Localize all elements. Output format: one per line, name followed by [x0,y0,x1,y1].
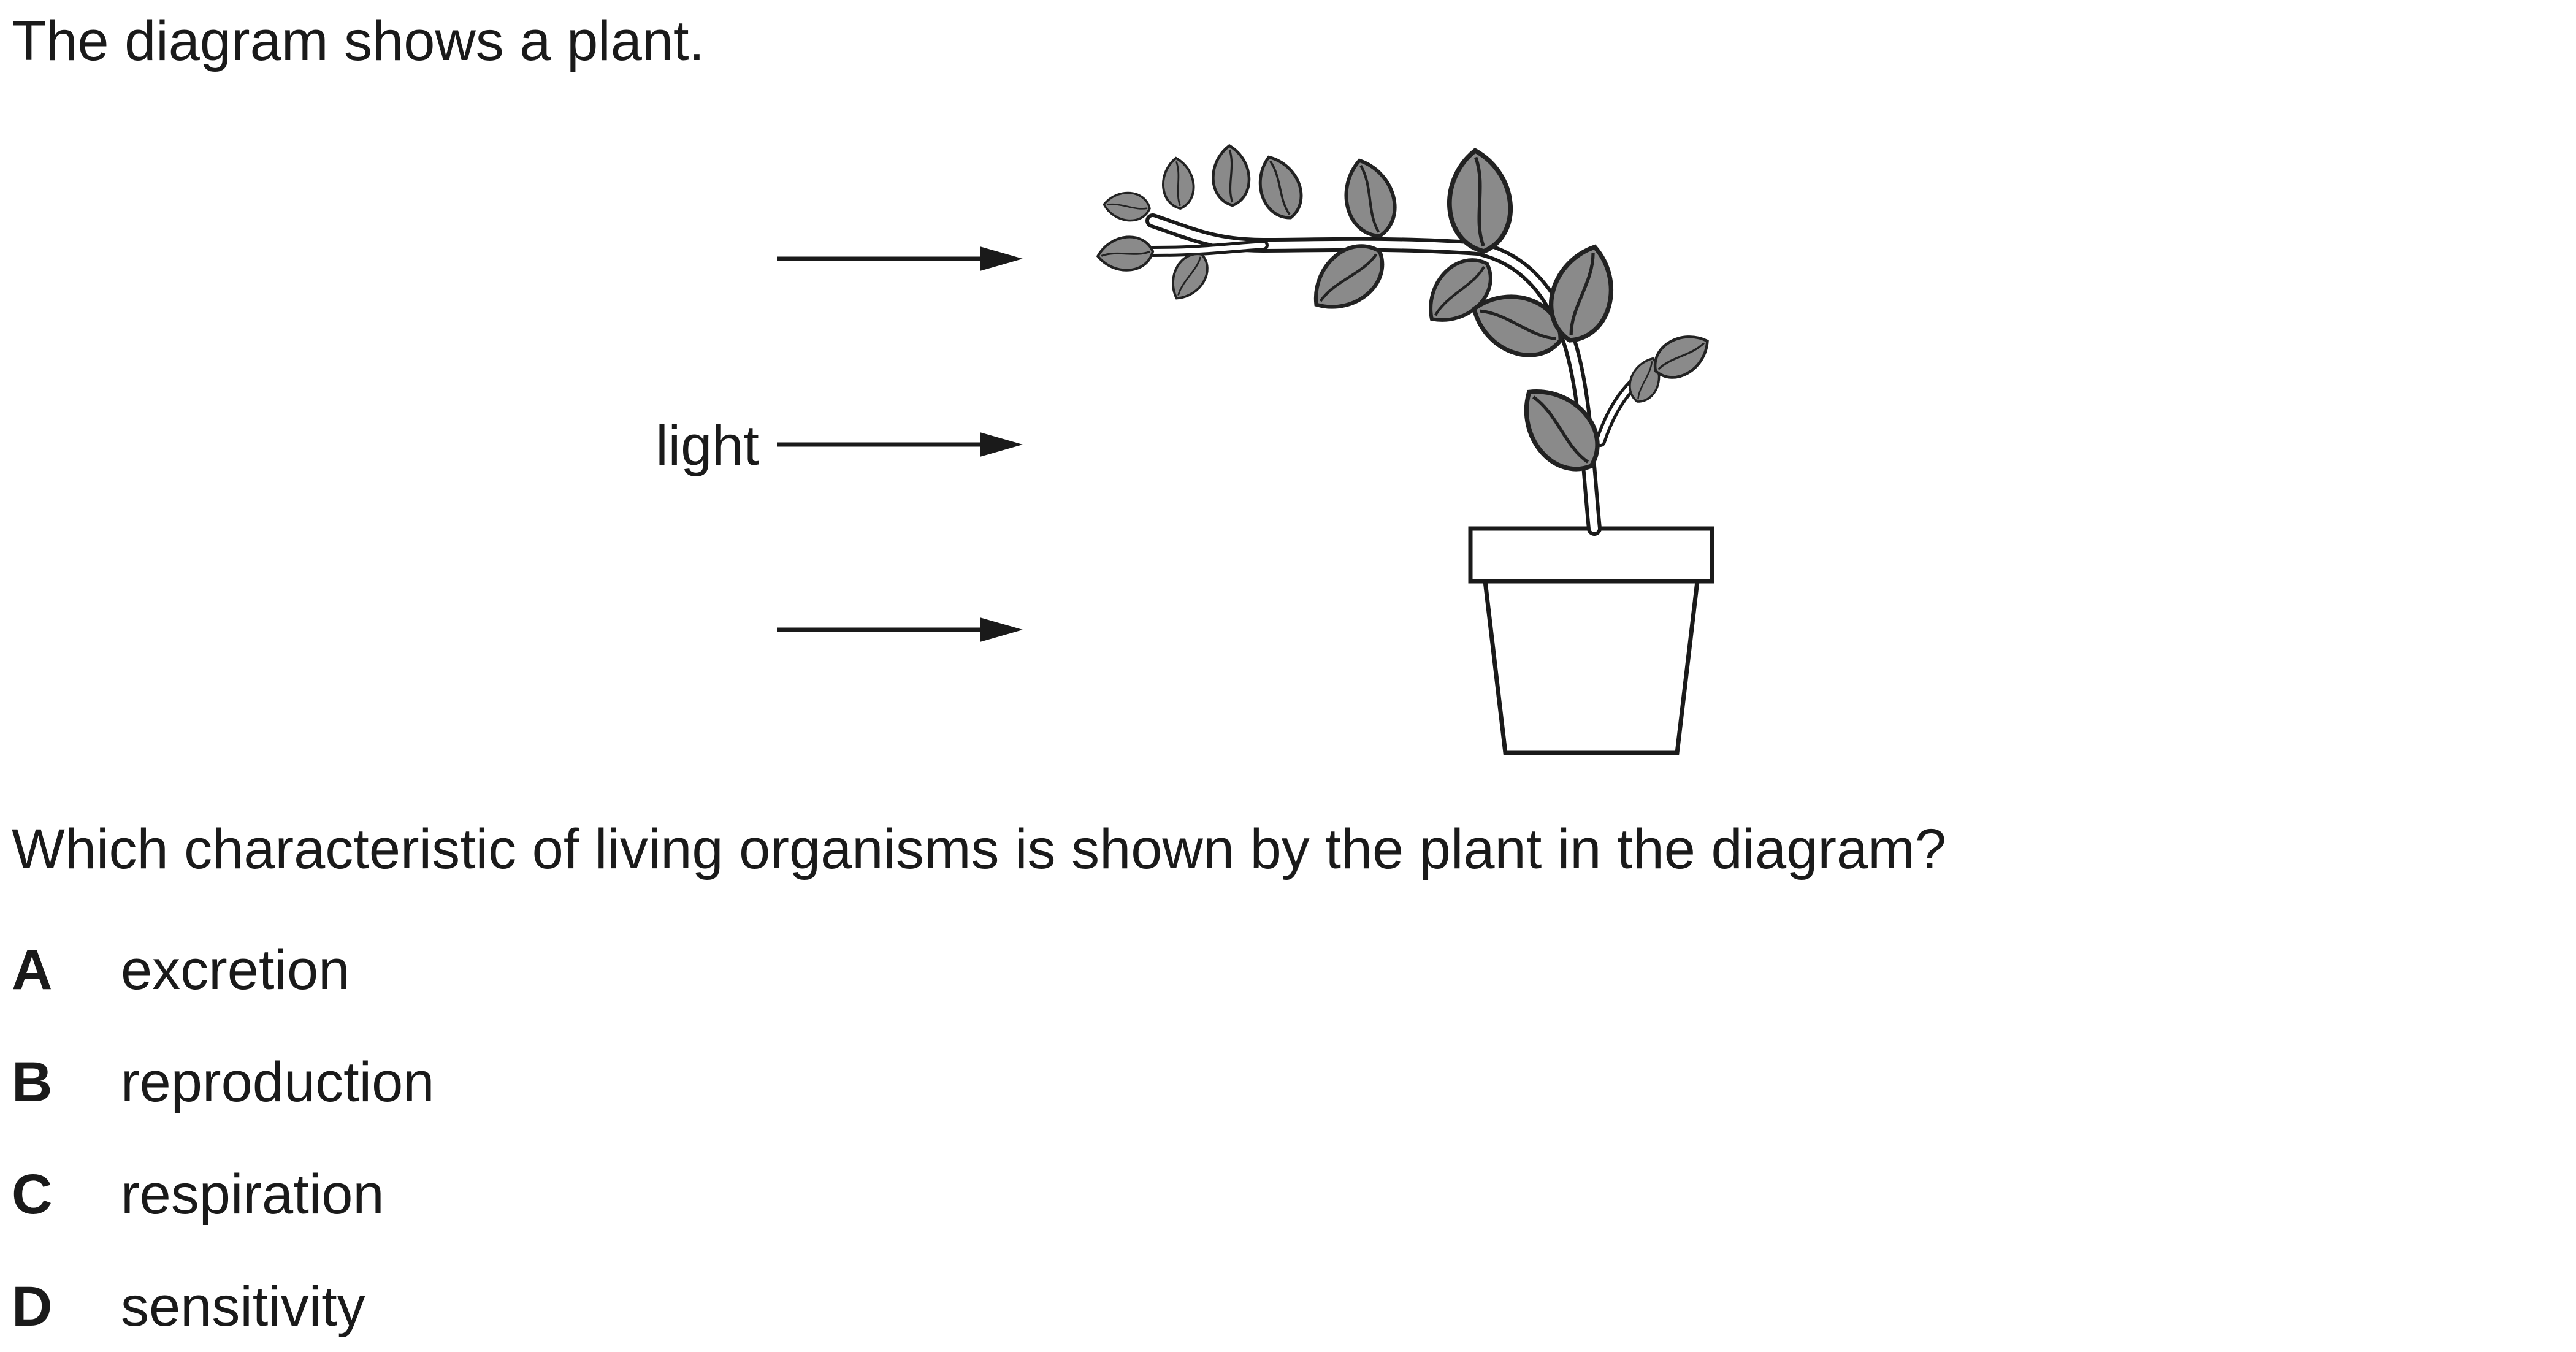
arrow-icon [777,617,1023,642]
option-letter: D [12,1275,53,1338]
option-letter: A [12,938,53,1001]
option-b[interactable]: B reproduction [12,1048,434,1116]
option-text: respiration [121,1163,384,1226]
leaf-icon [1101,189,1152,224]
arrow-icon [777,246,1023,271]
light-arrows [777,246,1023,642]
option-d[interactable]: D sensitivity [12,1273,365,1340]
option-c[interactable]: C respiration [12,1161,384,1228]
option-text: reproduction [121,1050,435,1113]
plant-icon [1096,145,1716,536]
leaf-icon [1212,145,1251,206]
leaf-icon [1445,148,1514,254]
leaf-icon [1250,151,1309,224]
option-letter: C [12,1163,53,1226]
option-text: sensitivity [121,1275,365,1338]
option-a[interactable]: A excretion [12,936,350,1004]
plant-light-diagram: light [655,0,2576,755]
option-text: excretion [121,938,350,1001]
leaf-icon [1160,155,1197,212]
intro-text: The diagram shows a plant. [12,10,705,72]
pot-icon [1468,526,1714,755]
leaf-icon [1337,155,1402,242]
light-label: light [655,414,759,477]
leaf-icon [1096,235,1154,273]
option-letter: B [12,1050,53,1113]
arrow-icon [777,432,1023,457]
leaf-icon [1507,373,1614,484]
question-text: Which characteristic of living organisms… [12,818,1946,880]
